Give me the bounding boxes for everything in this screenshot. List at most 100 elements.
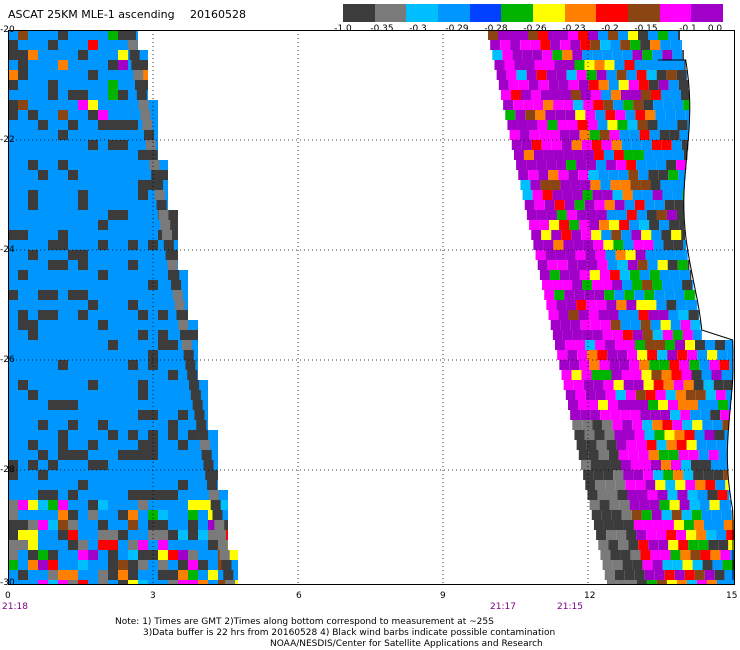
data-cell xyxy=(178,490,188,500)
data-cell xyxy=(628,170,639,180)
data-cell xyxy=(38,510,48,520)
data-cell xyxy=(148,480,158,490)
data-cell xyxy=(88,410,98,420)
data-cell xyxy=(128,260,138,270)
data-cell xyxy=(629,270,640,280)
data-cell xyxy=(678,310,689,320)
data-cell xyxy=(690,410,701,420)
data-cell xyxy=(178,520,188,530)
data-cell xyxy=(138,440,148,450)
data-cell xyxy=(557,260,568,270)
data-cell xyxy=(48,90,58,100)
data-cell xyxy=(216,530,227,540)
data-cell xyxy=(218,510,228,520)
data-cell xyxy=(38,110,48,120)
data-cell xyxy=(108,540,118,550)
data-cell xyxy=(118,500,128,510)
data-cell xyxy=(28,50,38,60)
data-cell xyxy=(521,140,532,150)
data-cell xyxy=(168,350,178,360)
data-cell xyxy=(643,240,654,250)
data-cell xyxy=(48,160,58,170)
data-cell xyxy=(593,470,604,480)
land-cell xyxy=(685,230,735,240)
data-cell xyxy=(715,340,726,350)
data-cell xyxy=(627,350,638,360)
data-cell xyxy=(48,550,58,560)
data-cell xyxy=(128,500,138,510)
data-cell xyxy=(540,40,551,50)
data-cell xyxy=(678,400,688,410)
data-cell xyxy=(598,30,608,40)
data-cell xyxy=(658,540,669,550)
data-cell xyxy=(138,130,148,140)
data-cell xyxy=(545,250,556,260)
data-cell xyxy=(687,490,698,500)
data-cell xyxy=(18,60,28,70)
data-cell xyxy=(664,200,675,210)
data-cell xyxy=(556,210,567,220)
data-cell xyxy=(58,410,68,420)
data-cell xyxy=(667,490,678,500)
data-cell xyxy=(38,180,48,190)
data-cell xyxy=(128,110,138,120)
data-cell xyxy=(664,290,675,300)
data-cell xyxy=(148,520,158,530)
data-cell xyxy=(618,80,629,90)
data-cell xyxy=(605,340,616,350)
data-cell xyxy=(98,580,108,585)
data-cell xyxy=(559,220,570,230)
data-cell xyxy=(552,190,563,200)
data-cell xyxy=(713,470,724,480)
data-cell xyxy=(88,70,98,80)
data-cell xyxy=(692,420,703,430)
data-cell xyxy=(633,520,644,530)
data-cell xyxy=(518,30,528,40)
data-cell xyxy=(78,550,88,560)
data-cell xyxy=(98,320,108,330)
data-cell xyxy=(168,370,178,380)
data-cell xyxy=(118,190,128,200)
data-cell xyxy=(68,360,78,370)
data-cell xyxy=(656,530,667,540)
data-cell xyxy=(58,220,68,230)
data-cell xyxy=(68,210,78,220)
data-cell xyxy=(593,380,604,390)
data-cell xyxy=(48,420,58,430)
data-cell xyxy=(692,330,703,340)
data-cell xyxy=(128,100,138,110)
data-cell xyxy=(138,50,148,60)
data-cell xyxy=(552,280,563,290)
data-cell xyxy=(88,270,98,280)
land-cell xyxy=(699,310,735,320)
data-cell xyxy=(48,100,58,110)
data-cell xyxy=(689,500,700,510)
data-cell xyxy=(583,100,594,110)
data-cell xyxy=(88,420,98,430)
data-cell xyxy=(78,460,88,470)
data-cell xyxy=(88,540,98,550)
data-cell xyxy=(148,360,158,370)
data-cell xyxy=(580,460,591,470)
data-cell xyxy=(180,330,191,340)
data-cell xyxy=(18,150,28,160)
data-cell xyxy=(676,70,687,80)
legend-label: -0.26 xyxy=(523,24,547,34)
data-cell xyxy=(670,410,681,420)
data-cell xyxy=(138,490,148,500)
data-cell xyxy=(582,420,593,430)
data-cell xyxy=(98,330,108,340)
data-cell xyxy=(198,500,208,510)
data-cell xyxy=(68,500,78,510)
data-cell xyxy=(547,260,558,270)
data-cell xyxy=(600,90,611,100)
data-cell xyxy=(88,290,98,300)
data-cell xyxy=(148,300,158,310)
data-cell xyxy=(48,410,58,420)
data-cell xyxy=(38,530,48,540)
data-cell xyxy=(616,210,627,220)
data-cell xyxy=(28,410,38,420)
data-cell xyxy=(88,180,98,190)
data-cell xyxy=(28,580,38,585)
data-cell xyxy=(613,470,624,480)
